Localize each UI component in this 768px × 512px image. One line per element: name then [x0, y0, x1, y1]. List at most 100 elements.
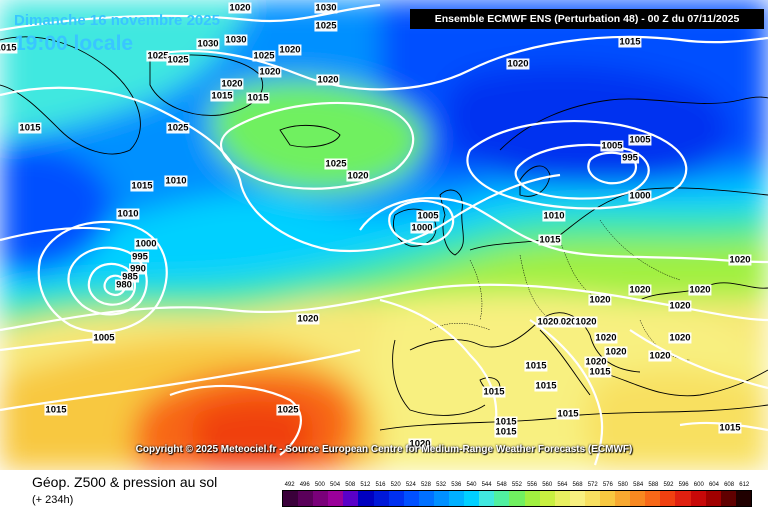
- isobar-label: 1020: [668, 300, 692, 312]
- scale-swatch: [494, 491, 510, 506]
- scale-label: 496: [299, 482, 310, 488]
- isobar-label: 980: [115, 279, 133, 291]
- scale-label: 596: [678, 482, 689, 488]
- scale-label: 592: [663, 482, 674, 488]
- isobar-label: 1020: [346, 170, 370, 182]
- scale-label: 600: [693, 482, 704, 488]
- scale-label: 540: [466, 482, 477, 488]
- scale-swatch: [554, 491, 570, 506]
- scale-swatch: [464, 491, 480, 506]
- isobar-label: 1025: [252, 50, 276, 62]
- scale-label: 568: [572, 482, 583, 488]
- isobar-label: 1015: [718, 422, 742, 434]
- isobar-label: 1020: [728, 254, 752, 266]
- isobar-label: 1025: [166, 122, 190, 134]
- scale-swatch: [313, 491, 329, 506]
- color-scale: 492 496 500 504 508 512 516 520 524 528 532 536 540 5…: [282, 480, 752, 507]
- isobar-label: 1015: [618, 36, 642, 48]
- isobar-label: 1020: [604, 346, 628, 358]
- scale-label: 508: [345, 482, 356, 488]
- isobar-label: 1030: [224, 34, 248, 46]
- scale-swatch: [720, 491, 736, 506]
- scale-swatch: [599, 491, 616, 506]
- geopotential-field: [0, 0, 768, 470]
- isobar-label: 1020: [506, 58, 530, 70]
- scale-swatch: [660, 491, 676, 506]
- isobar-label: 1020: [588, 294, 612, 306]
- copyright-notice: Copyright © 2025 Meteociel.fr - Source E…: [135, 444, 633, 455]
- scale-label: 604: [708, 482, 719, 488]
- scale-swatch: [479, 491, 495, 506]
- isobar-label: 1020: [648, 350, 672, 362]
- color-scale-labels: 492 496 500 504 508 512 516 520 524 528 532 536 540 5…: [282, 480, 752, 490]
- forecast-local-time: 19:00 locale: [14, 32, 134, 55]
- isobar-label: 1030: [314, 2, 338, 14]
- scale-swatch: [433, 491, 450, 506]
- isobar-label: 1015: [210, 90, 234, 102]
- isobar-label: 1030: [196, 38, 220, 50]
- isobar-label: 1015: [482, 386, 506, 398]
- isobar-label: 1020: [668, 332, 692, 344]
- isobar-label: 1020: [278, 44, 302, 56]
- scale-label: 572: [587, 482, 598, 488]
- scale-swatch: [690, 491, 706, 506]
- scale-label: 608: [724, 482, 735, 488]
- isobar-label: 1020: [220, 78, 244, 90]
- scale-swatch: [449, 491, 465, 506]
- scale-swatch: [283, 491, 299, 506]
- isobar-label: 1015: [556, 408, 580, 420]
- isobar-label: 1005: [416, 210, 440, 222]
- isobar-label: 1025: [146, 50, 170, 62]
- scale-label: 524: [405, 482, 416, 488]
- scale-label: 580: [618, 482, 629, 488]
- isobar-label: 995: [621, 152, 639, 164]
- scale-swatch: [509, 491, 525, 506]
- isobar-label: 1015: [0, 42, 18, 54]
- isobar-label: 1005: [600, 140, 624, 152]
- scale-swatch: [343, 491, 359, 506]
- scale-label: 576: [602, 482, 613, 488]
- scale-label: 588: [648, 482, 659, 488]
- map-canvas: [0, 0, 768, 470]
- isobar-label: 1000: [410, 222, 434, 234]
- scale-swatch: [298, 491, 314, 506]
- coastlines: [0, 36, 768, 431]
- isobar-label: 1020: [258, 66, 282, 78]
- scale-label: 500: [314, 482, 325, 488]
- scale-swatch: [358, 491, 374, 506]
- isobar-label: 1010: [542, 210, 566, 222]
- isobar-label: 1015: [18, 122, 42, 134]
- isobar-label: 1020: [536, 316, 560, 328]
- scale-label: 548: [496, 482, 507, 488]
- isobar-label: 1025: [276, 404, 300, 416]
- isobar-label: 1020: [688, 284, 712, 296]
- scale-swatch: [418, 491, 434, 506]
- isobar-label: 1020: [228, 2, 252, 14]
- scale-swatch: [539, 491, 555, 506]
- isobar-label: 1005: [628, 134, 652, 146]
- scale-label: 528: [420, 482, 431, 488]
- lead-time: (+ 234h): [32, 494, 74, 506]
- scale-label: 512: [360, 482, 371, 488]
- scale-label: 544: [481, 482, 492, 488]
- isobar-label: 1000: [628, 190, 652, 202]
- isobar-label: 1015: [494, 426, 518, 438]
- isobar-label: 1015: [494, 416, 518, 428]
- variable-title: Géop. Z500 & pression au sol: [32, 474, 218, 490]
- isobar-label: 1025: [166, 54, 190, 66]
- isobar-label: 1020: [316, 74, 340, 86]
- scale-swatch: [388, 491, 404, 506]
- scale-label: 536: [451, 482, 462, 488]
- scale-swatch: [584, 491, 600, 506]
- scale-swatch: [373, 491, 389, 506]
- isobar-label: 1015: [246, 92, 270, 104]
- scale-label: 492: [284, 482, 295, 488]
- scale-label: 504: [330, 482, 341, 488]
- isobar-label: 1025: [314, 20, 338, 32]
- scale-label: 520: [390, 482, 401, 488]
- scale-label: 556: [527, 482, 538, 488]
- isobar-label: 1020: [554, 316, 578, 328]
- isobar-label: 1020: [574, 316, 598, 328]
- scale-label: 612: [739, 482, 750, 488]
- isobar-label: 1015: [130, 180, 154, 192]
